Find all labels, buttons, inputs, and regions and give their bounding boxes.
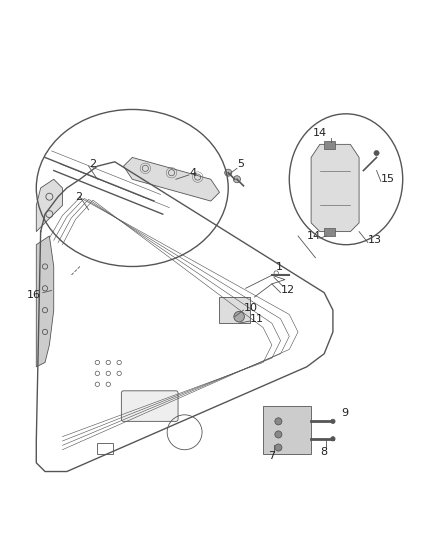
Polygon shape: [311, 144, 358, 232]
Text: 1: 1: [276, 262, 283, 271]
Polygon shape: [36, 179, 62, 232]
Text: 15: 15: [380, 174, 394, 184]
Bar: [97, 443, 113, 454]
Circle shape: [224, 169, 231, 176]
Circle shape: [274, 431, 281, 438]
Text: 14: 14: [312, 128, 326, 139]
Polygon shape: [123, 157, 219, 201]
Circle shape: [233, 176, 240, 183]
Circle shape: [274, 418, 281, 425]
Text: 4: 4: [188, 168, 196, 177]
Circle shape: [233, 311, 244, 322]
Text: 9: 9: [341, 408, 348, 418]
Text: 8: 8: [320, 447, 327, 457]
Text: 2: 2: [75, 192, 82, 201]
Text: 2: 2: [88, 159, 95, 169]
Text: 11: 11: [250, 314, 263, 324]
Text: 16: 16: [27, 290, 41, 300]
Text: 10: 10: [243, 303, 257, 313]
Circle shape: [274, 444, 281, 451]
FancyBboxPatch shape: [121, 391, 178, 422]
Polygon shape: [36, 236, 53, 367]
Circle shape: [330, 419, 334, 424]
Text: 7: 7: [268, 451, 275, 461]
Circle shape: [373, 150, 378, 156]
Text: 14: 14: [306, 231, 320, 241]
Circle shape: [330, 437, 334, 441]
Bar: [323, 228, 334, 236]
Polygon shape: [219, 297, 250, 323]
Text: 13: 13: [367, 236, 381, 245]
Bar: [323, 141, 334, 149]
Text: 5: 5: [237, 159, 244, 169]
Text: 12: 12: [280, 286, 294, 295]
Polygon shape: [262, 406, 311, 454]
